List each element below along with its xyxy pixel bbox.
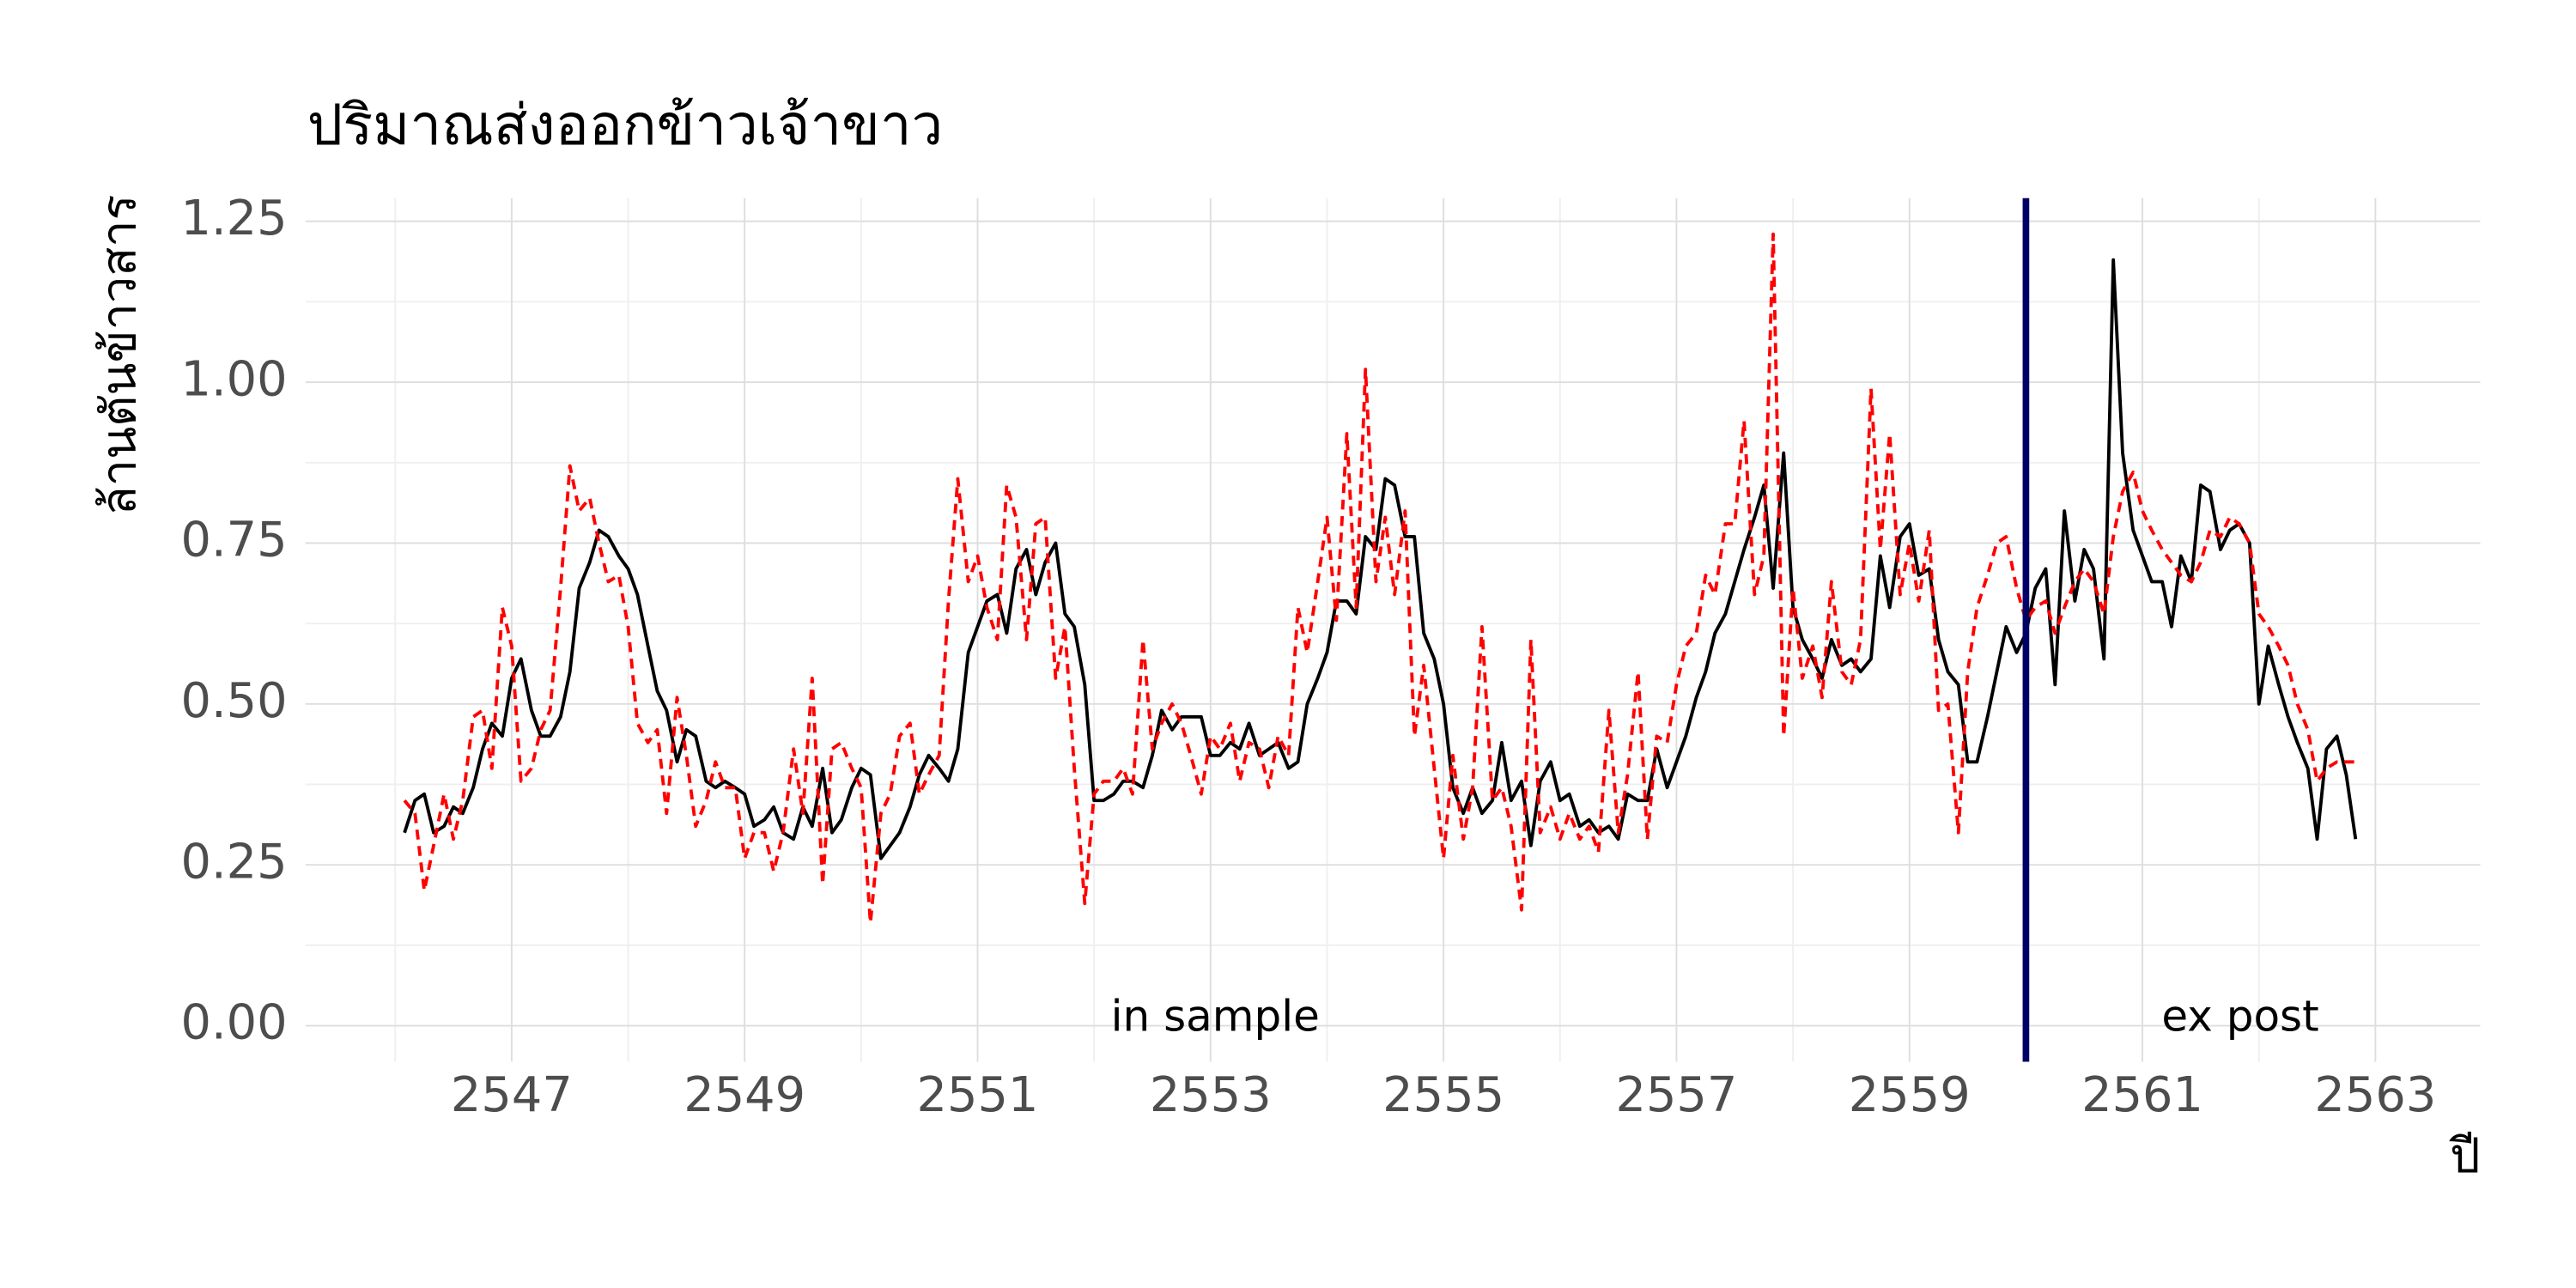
- x-tick-label: 2549: [683, 1067, 805, 1123]
- y-tick-label: 0.00: [180, 995, 287, 1051]
- y-tick-label: 1.25: [180, 191, 287, 246]
- x-tick-label: 2563: [2314, 1067, 2436, 1123]
- y-tick-label: 0.25: [180, 834, 287, 890]
- annotation: in sample: [1111, 991, 1320, 1041]
- y-tick-label: 0.50: [180, 673, 287, 729]
- y-axis-label: ล้านตันข้าวสาร: [91, 195, 147, 516]
- x-tick-label: 2547: [451, 1067, 573, 1123]
- x-tick-label: 2561: [2081, 1067, 2203, 1123]
- x-tick-label: 2555: [1382, 1067, 1504, 1123]
- x-axis-label: ปี: [2449, 1128, 2480, 1184]
- annotation: ex post: [2161, 991, 2318, 1041]
- x-tick-label: 2551: [917, 1067, 1039, 1123]
- x-tick-label: 2553: [1150, 1067, 1272, 1123]
- x-tick-label: 2557: [1615, 1067, 1737, 1123]
- chart-title: ปริมาณส่งออกข้าวเจ้าขาว: [307, 93, 944, 158]
- grid: [305, 197, 2481, 1062]
- y-tick-label: 0.75: [180, 513, 287, 568]
- x-tick-label: 2559: [1849, 1067, 1971, 1123]
- y-tick-label: 1.00: [180, 351, 287, 407]
- data-line: [403, 232, 2356, 925]
- data-line: [403, 258, 2358, 860]
